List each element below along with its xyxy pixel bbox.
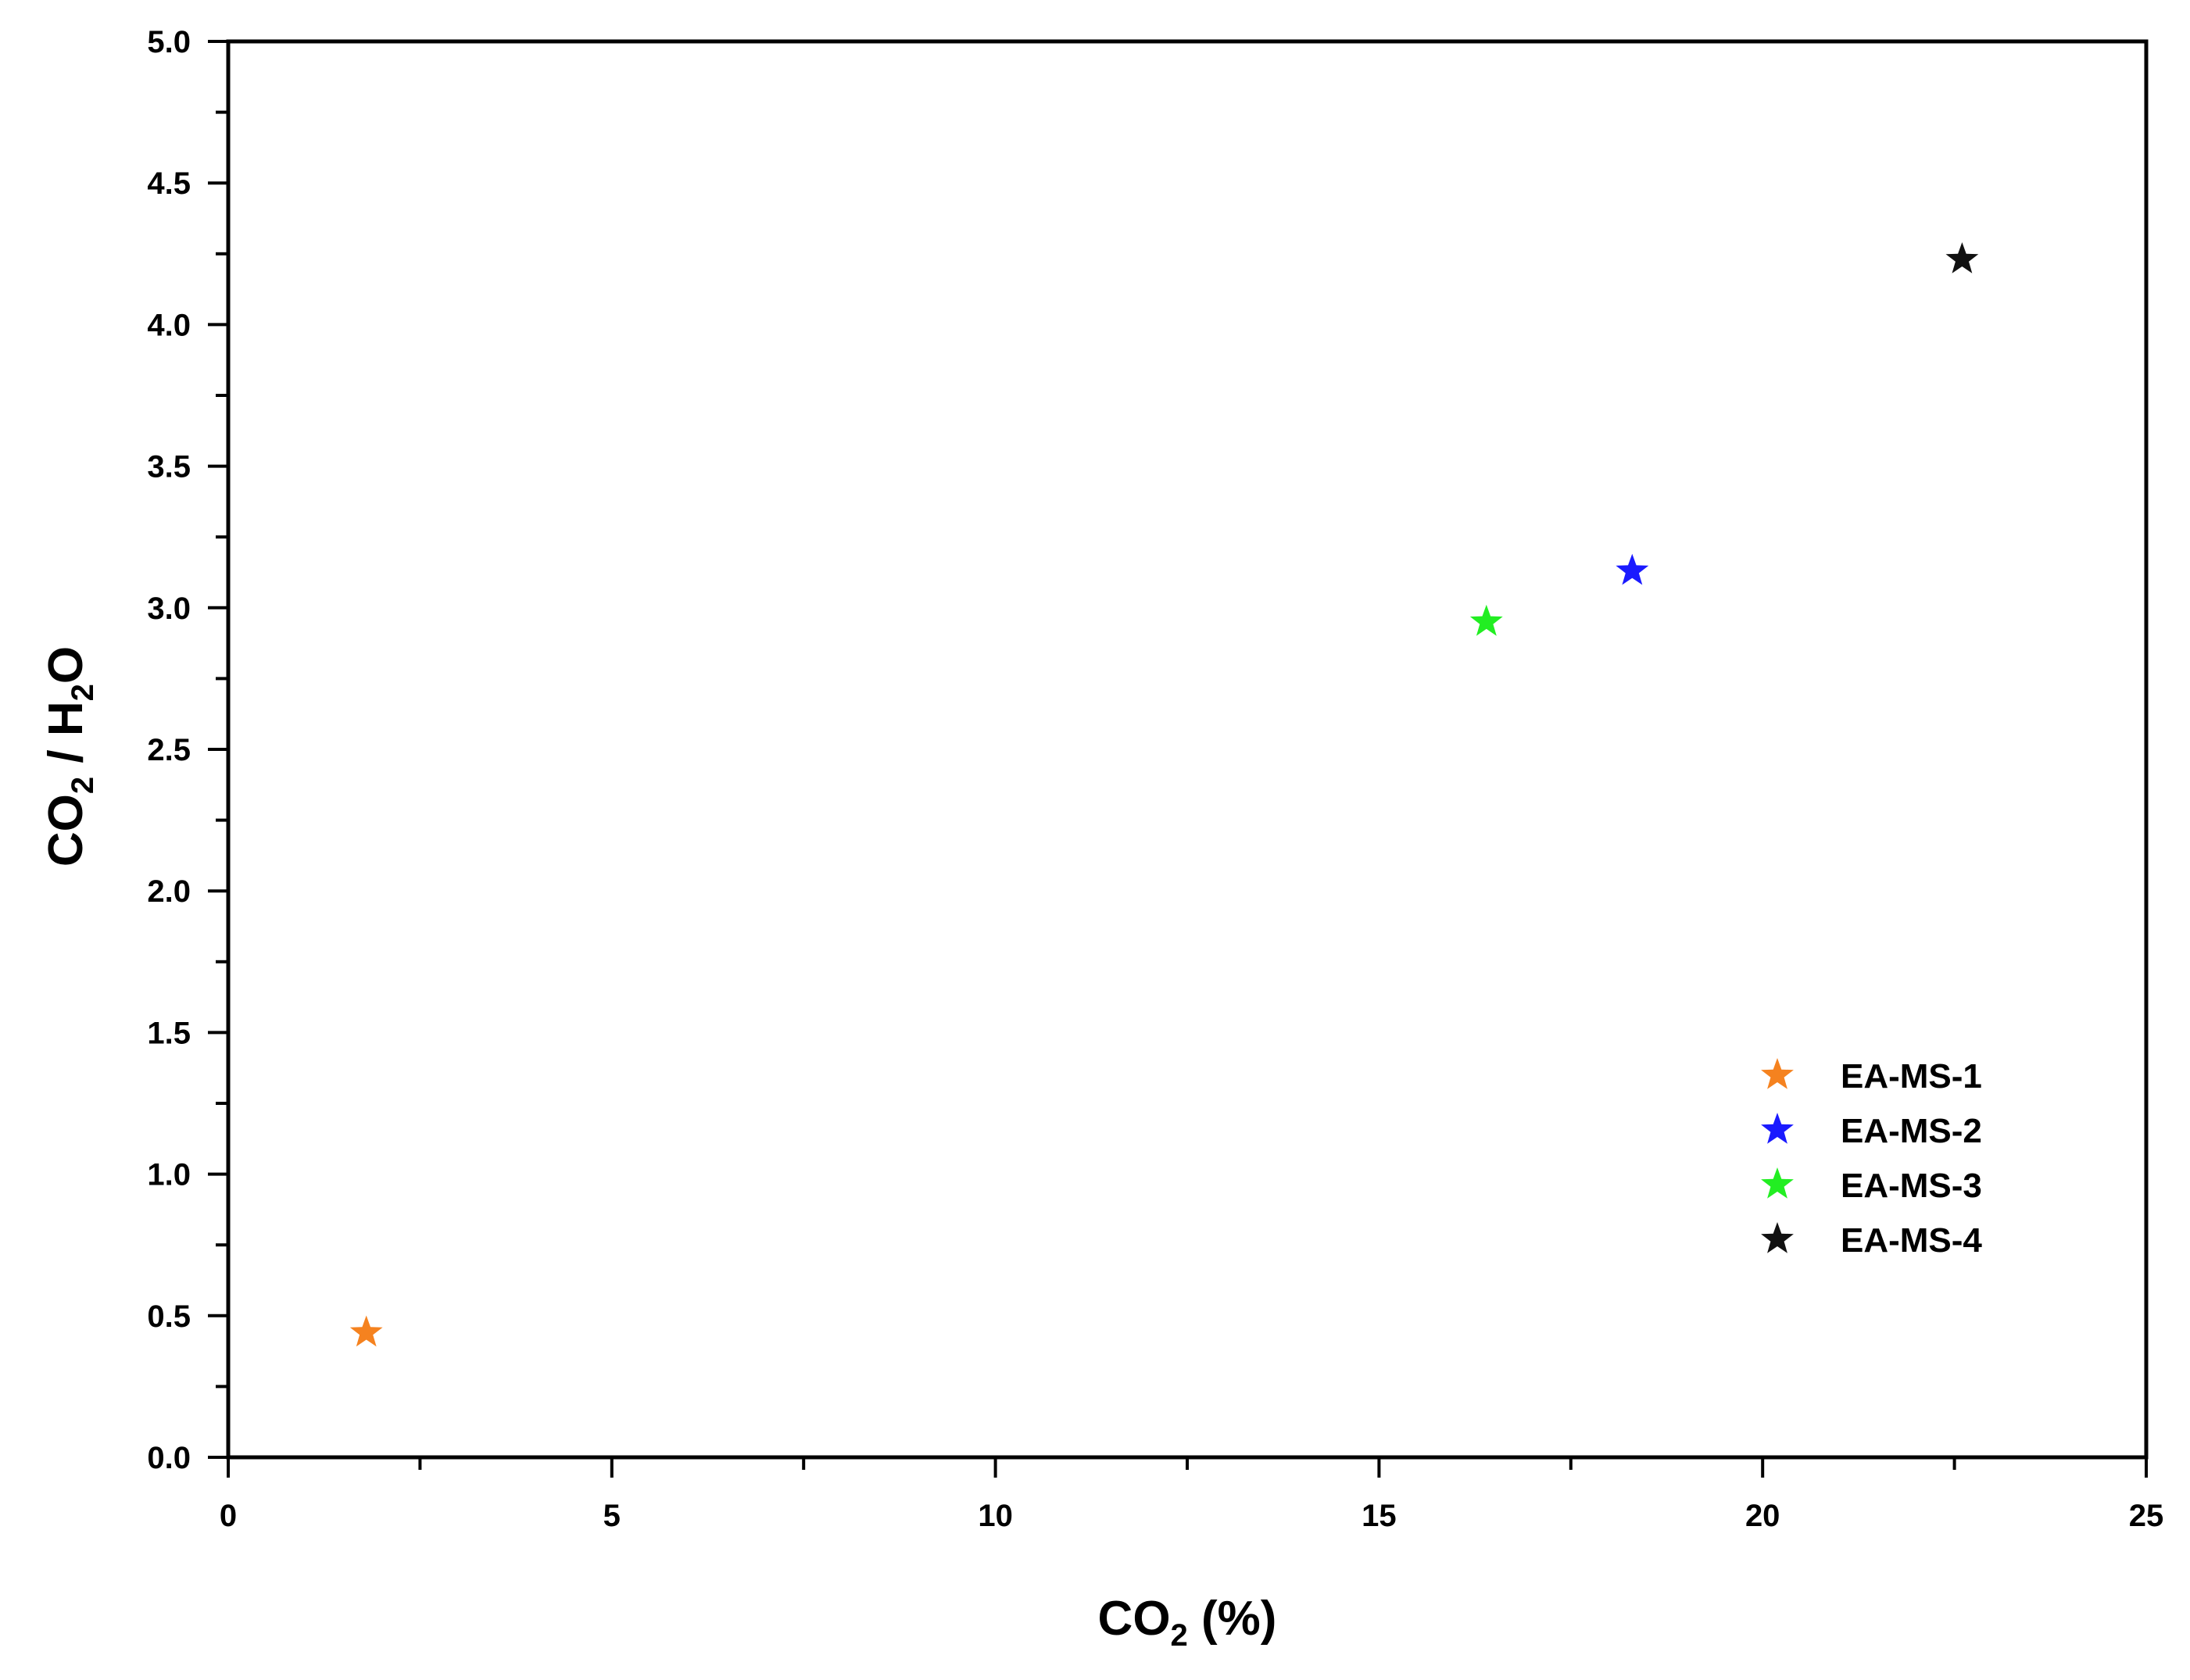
data-point-ea-ms-2 [1616,553,1649,585]
legend-label: EA-MS-1 [1841,1057,1982,1096]
x-axis-title: CO2 (%) [1098,1592,1277,1653]
y-tick-label: 4.5 [147,166,191,201]
data-points [349,242,1979,1347]
x-tick-label: 25 [2129,1499,2164,1533]
data-point-ea-ms-1 [349,1315,383,1347]
x-axis-ticks: 0 5 10 15 20 25 [220,1457,2163,1533]
y-tick-label: 4.0 [147,308,191,342]
x-tick-label: 0 [220,1499,237,1533]
x-tick-label: 5 [603,1499,621,1533]
y-tick-label: 2.0 [147,874,191,909]
y-tick-label: 5.0 [147,25,191,59]
y-tick-label: 0.5 [147,1299,191,1334]
x-tick-label: 20 [1745,1499,1780,1533]
y-tick-label: 3.5 [147,450,191,484]
x-tick-label: 10 [978,1499,1013,1533]
y-tick-label: 3.0 [147,592,191,626]
legend-marker [1761,1222,1794,1253]
y-axis-title: CO2 / H2O [39,646,100,867]
legend-marker [1761,1113,1794,1144]
y-tick-label: 1.5 [147,1016,191,1050]
y-axis-ticks: 0.0 0.5 1.0 1.5 2.0 2.5 3.0 3.5 4.0 4.5 5.0 [147,25,228,1475]
data-point-ea-ms-3 [1469,604,1503,636]
y-tick-label: 0.0 [147,1441,191,1475]
legend-label: EA-MS-3 [1841,1167,1982,1205]
legend-label: EA-MS-4 [1841,1221,1982,1260]
x-tick-label: 15 [1362,1499,1397,1533]
data-point-ea-ms-4 [1945,242,1979,273]
legend-marker [1761,1058,1794,1089]
legend-marker [1761,1167,1794,1199]
y-tick-label: 1.0 [147,1158,191,1192]
legend-label: EA-MS-2 [1841,1112,1982,1150]
y-tick-label: 2.5 [147,733,191,767]
legend: EA-MS-1 EA-MS-2 EA-MS-3 EA-MS-4 [1761,1057,1982,1260]
